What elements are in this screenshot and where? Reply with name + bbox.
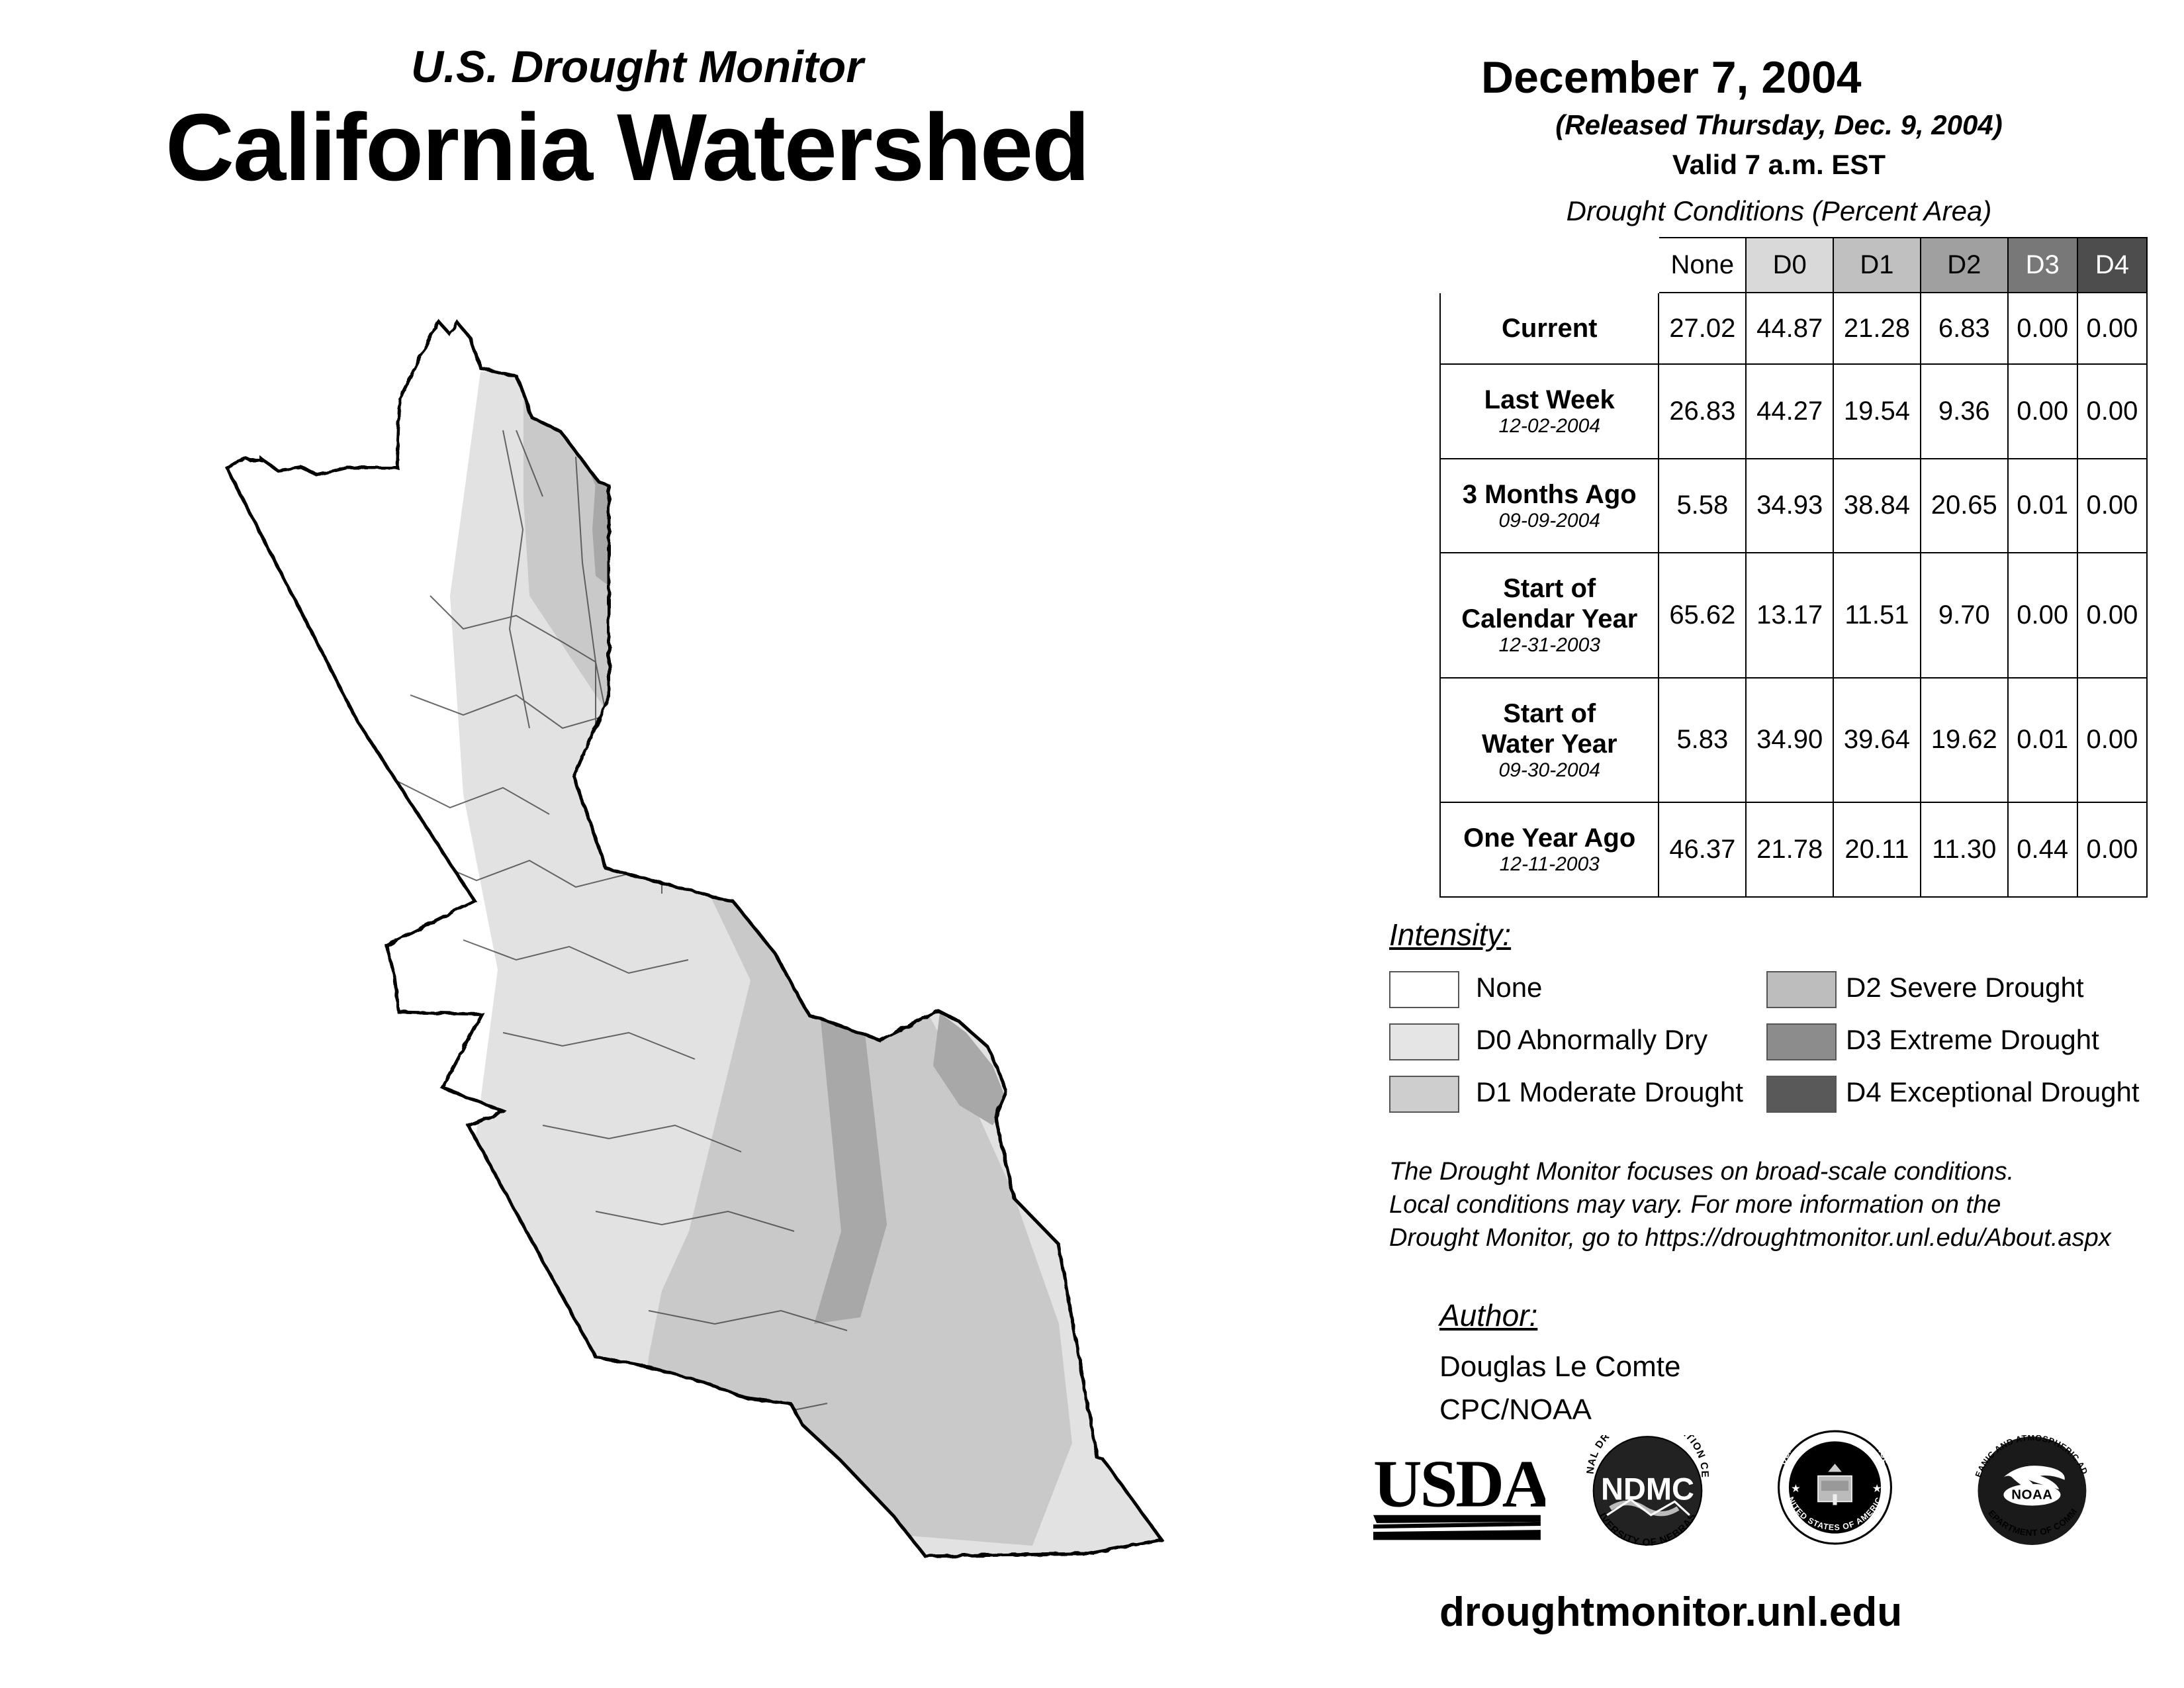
svg-text:NDMC: NDMC (1601, 1471, 1694, 1506)
svg-text:USDA: USDA (1373, 1446, 1545, 1521)
svg-text:★: ★ (1791, 1483, 1801, 1495)
svg-text:★: ★ (1872, 1483, 1882, 1495)
